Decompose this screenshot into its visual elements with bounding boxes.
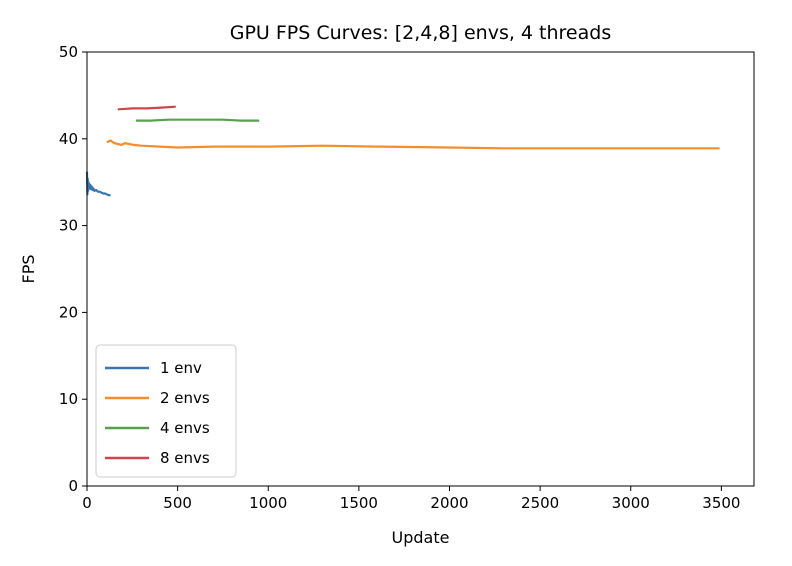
plot-frame: [86, 51, 755, 487]
x-tick-label: 3500: [702, 494, 740, 512]
legend-label: 4 envs: [160, 419, 210, 437]
legend-label: 8 envs: [160, 449, 210, 467]
y-tick-label: 50: [59, 43, 78, 61]
y-axis: 0 10 20 30 40 50: [59, 43, 87, 495]
y-tick-label: 30: [59, 217, 78, 235]
series-line-2: [106, 139, 720, 150]
x-axis-label: Update: [392, 528, 450, 547]
series-line-1: [85, 171, 111, 197]
x-axis: 0 500 1000 1500 2000 2500 3000 3500: [82, 486, 740, 512]
chart-title: GPU FPS Curves: [2,4,8] envs, 4 threads: [230, 22, 611, 44]
x-tick-label: 2500: [521, 494, 559, 512]
series-line-4: [117, 105, 176, 111]
x-tick-label: 2000: [430, 494, 468, 512]
x-tick-label: 1000: [249, 494, 287, 512]
x-tick-label: 1500: [340, 494, 378, 512]
y-tick-label: 20: [59, 303, 78, 321]
y-tick-label: 0: [68, 477, 78, 495]
y-tick-label: 10: [59, 390, 78, 408]
x-tick-label: 3000: [612, 494, 650, 512]
legend-box: [95, 344, 237, 478]
legend: 1 env 2 envs 4 envs 8 envs: [95, 344, 237, 478]
x-tick-label: 500: [163, 494, 192, 512]
y-tick-label: 40: [59, 130, 78, 148]
legend-label: 2 envs: [160, 389, 210, 407]
y-axis-label: FPS: [19, 254, 38, 283]
x-tick-label: 0: [82, 494, 92, 512]
series-line-3: [135, 118, 260, 122]
legend-label: 1 env: [160, 359, 202, 377]
